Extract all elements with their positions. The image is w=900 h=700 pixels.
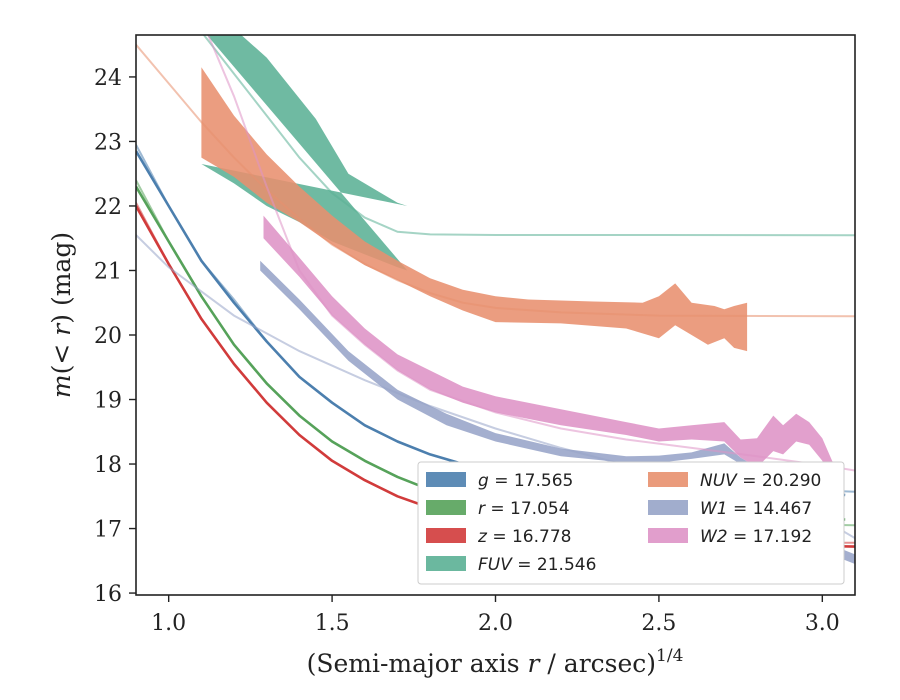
legend-item-r[interactable]: r = 17.054 bbox=[426, 499, 570, 519]
legend-label: W2 = 17.192 bbox=[700, 527, 812, 547]
y-tick-label: 21 bbox=[94, 259, 122, 284]
y-tick-label: 18 bbox=[94, 453, 122, 478]
legend-swatch bbox=[648, 472, 688, 487]
y-tick-label: 17 bbox=[94, 518, 122, 543]
y-tick-label: 19 bbox=[94, 389, 122, 414]
legend-box bbox=[417, 461, 845, 585]
legend-label: g = 17.565 bbox=[478, 471, 573, 491]
y-tick-label: 16 bbox=[94, 582, 122, 607]
legend-swatch bbox=[426, 500, 466, 515]
band-nuv bbox=[201, 67, 748, 352]
legend-swatch bbox=[426, 528, 466, 543]
legend-label: NUV = 20.290 bbox=[700, 471, 821, 491]
legend-swatch bbox=[648, 528, 688, 543]
model-curve-w2 bbox=[207, 35, 855, 472]
band-w2 bbox=[263, 215, 842, 503]
legend-swatch bbox=[648, 500, 688, 515]
model-curve-fuv bbox=[202, 35, 855, 237]
y-tick-label: 20 bbox=[94, 324, 122, 349]
model-curve-nuv bbox=[136, 44, 855, 318]
legend-label: FUV = 21.546 bbox=[478, 555, 596, 575]
legend-swatch bbox=[426, 556, 466, 571]
x-tick-label: 2.5 bbox=[641, 611, 676, 636]
legend-item-fuv[interactable]: FUV = 21.546 bbox=[426, 555, 596, 575]
x-tick-label: 1.0 bbox=[151, 611, 186, 636]
legend[interactable]: g = 17.565 r = 17.054 z = 16.778 FUV = 21.5… bbox=[417, 461, 845, 585]
legend-label: z = 16.778 bbox=[477, 527, 571, 547]
legend-item-g[interactable]: g = 17.565 bbox=[426, 471, 573, 491]
legend-item-z[interactable]: z = 16.778 bbox=[426, 527, 571, 547]
x-tick-label: 1.5 bbox=[315, 611, 350, 636]
legend-swatch bbox=[426, 472, 466, 487]
legend-item-w1[interactable]: W1 = 14.467 bbox=[648, 499, 812, 519]
legend-item-nuv[interactable]: NUV = 20.290 bbox=[648, 471, 821, 491]
x-tick-label: 2.0 bbox=[478, 611, 513, 636]
axes: 1.0 1.5 2.0 2.5 3.0 16 17 18 19 20 21 22 23 24 bbox=[94, 34, 856, 636]
x-tick-label: 3.0 bbox=[805, 611, 840, 636]
y-tick-label: 23 bbox=[94, 130, 122, 155]
y-tick-label: 22 bbox=[94, 195, 122, 220]
legend-label: W1 = 14.467 bbox=[700, 499, 812, 519]
y-tick-label: 24 bbox=[94, 66, 122, 91]
y-axis-label: m(< r) (mag) bbox=[47, 232, 76, 398]
legend-label: r = 17.054 bbox=[478, 499, 570, 519]
legend-item-w2[interactable]: W2 = 17.192 bbox=[648, 527, 812, 547]
x-axis-label: (Semi-major axis r / arcsec)1/4 bbox=[307, 646, 684, 678]
